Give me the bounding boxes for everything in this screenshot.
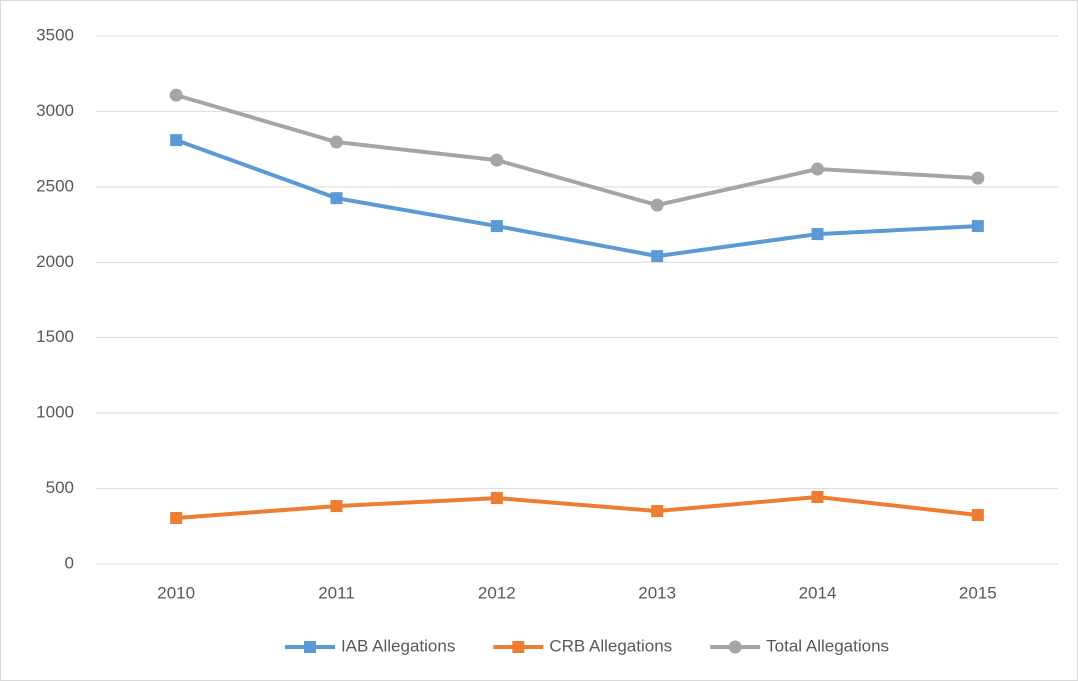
point [512,641,525,653]
point [330,500,343,513]
point [490,220,503,233]
x-tick-label: 2015 [959,583,997,602]
point [490,492,503,505]
x-tick-label: 2014 [799,583,837,602]
y-tick-label: 3500 [36,25,74,44]
point [811,162,824,176]
legend-item: IAB Allegations [284,636,455,655]
x-tick-label: 2012 [478,583,516,602]
point [330,192,343,205]
series-line [175,138,978,259]
legend-label: IAB Allegations [341,636,455,655]
legend-item: Total Allegations [710,636,889,655]
point [651,505,664,518]
point [811,491,824,504]
series-line [175,93,978,208]
point [971,171,985,185]
y-tick-label: 1000 [36,403,74,422]
y-tick-label: 500 [46,478,74,497]
point [971,508,984,521]
point [330,135,343,149]
x-tick-label: 2011 [318,583,355,602]
legend: IAB Allegations CRB Allegations Total Alle… [284,636,889,655]
legend-item: CRB Allegations [493,636,672,655]
y-tick-label: 3000 [36,101,74,120]
point [303,641,316,653]
point [651,250,664,263]
point [170,511,183,524]
point [728,640,742,654]
legend-label: Total Allegations [766,636,889,655]
point [650,198,664,212]
point [169,88,183,102]
legend-label: CRB Allegations [549,636,672,655]
point [490,153,504,167]
x-tick-label: 2013 [638,583,676,602]
point [170,134,183,147]
y-tick-label: 1500 [36,327,74,346]
point [971,220,984,233]
y-tick-label: 0 [65,553,74,572]
series-line [176,495,979,520]
x-tick-label: 2010 [157,583,195,602]
point [811,228,824,241]
y-tick-label: 2500 [36,176,74,195]
y-tick-label: 2000 [36,252,74,271]
